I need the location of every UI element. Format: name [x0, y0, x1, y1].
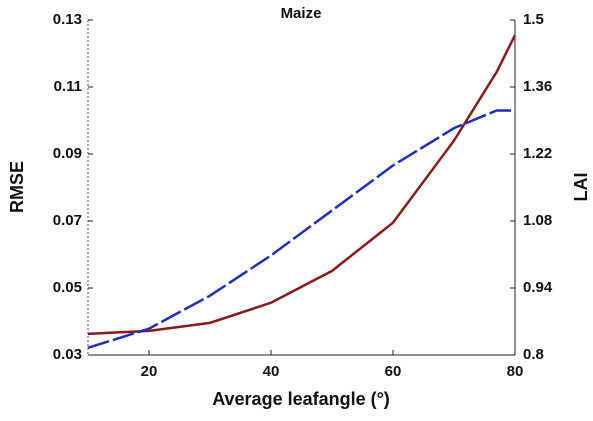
y-tick-label: 0.11: [54, 78, 82, 95]
y2-axis-label: LAI: [571, 173, 591, 202]
x-tick-label: 60: [385, 363, 402, 380]
y2-tick-label: 1.36: [523, 78, 552, 95]
y2-tick-label: 0.94: [523, 279, 553, 296]
y2-tick-label: 1.08: [523, 212, 552, 229]
y-tick-label: 0.13: [53, 11, 82, 28]
y-tick-label: 0.09: [53, 145, 82, 162]
y-tick-label: 0.05: [53, 279, 82, 296]
y2-tick-label: 0.8: [523, 346, 544, 363]
line-series: [87, 109, 515, 350]
y2-tick-label: 1.22: [523, 145, 552, 162]
y-axis-label: RMSE: [7, 161, 27, 213]
x-axis-label: Average leafangle (°): [212, 389, 390, 409]
chart-title: Maize: [281, 5, 322, 22]
x-tick-label: 40: [263, 363, 280, 380]
y2-tick-label: 1.5: [523, 11, 544, 28]
x-tick-label: 80: [507, 363, 524, 380]
y-tick-label: 0.03: [53, 346, 82, 363]
x-tick-label: 20: [141, 363, 158, 380]
y-tick-label: 0.07: [53, 212, 82, 229]
line-series: [87, 34, 517, 336]
